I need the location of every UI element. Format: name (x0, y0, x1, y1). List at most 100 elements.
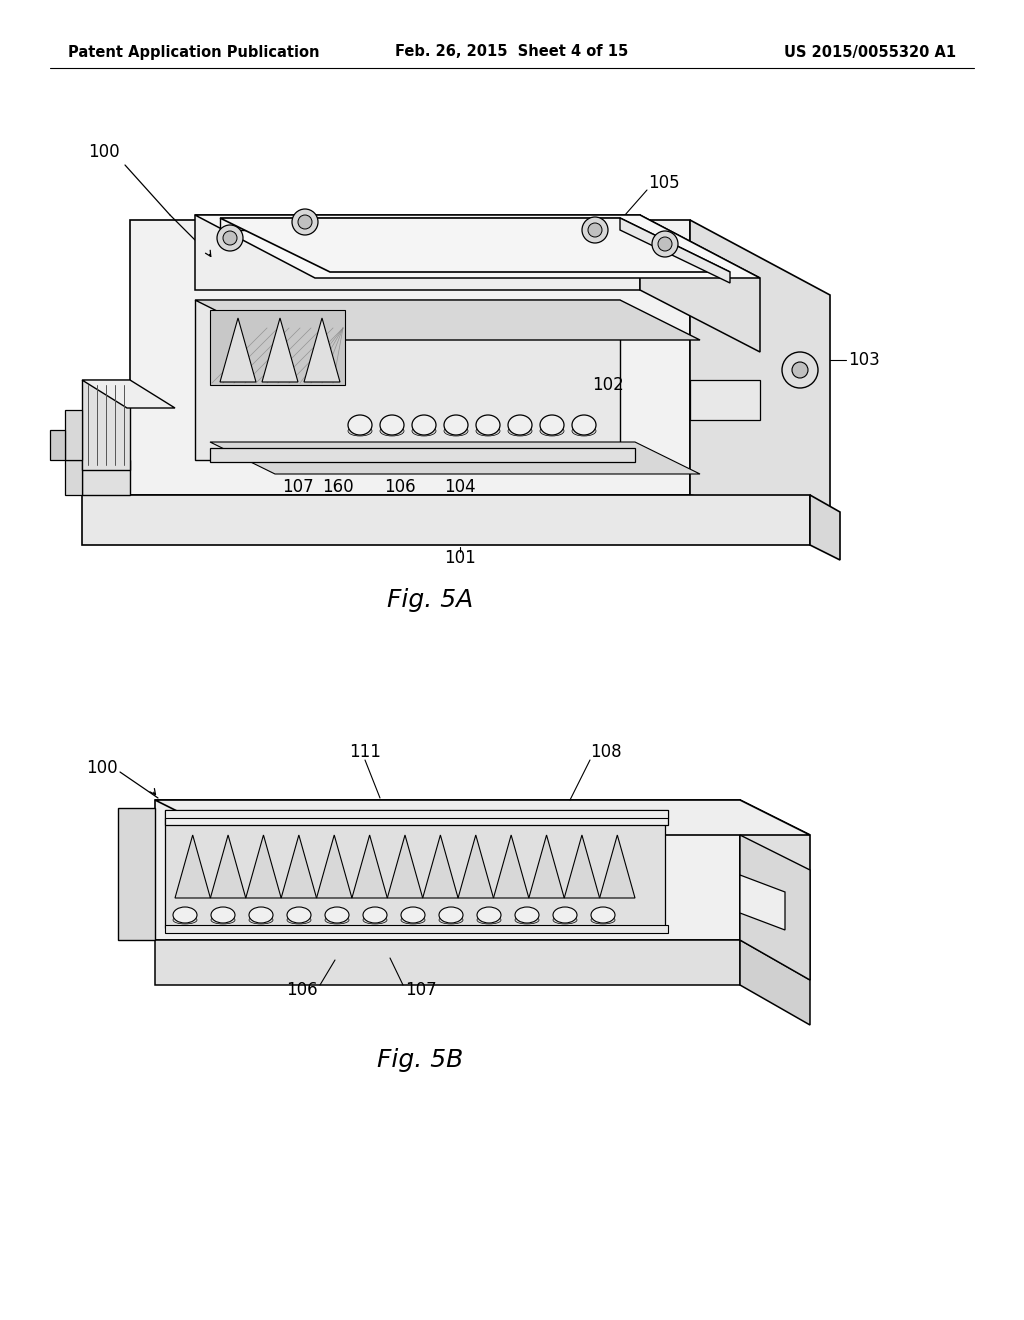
Polygon shape (118, 808, 155, 940)
Text: 104: 104 (444, 478, 476, 496)
Polygon shape (740, 940, 810, 1026)
Polygon shape (740, 800, 810, 979)
Text: 108: 108 (590, 743, 622, 762)
Ellipse shape (444, 426, 468, 436)
Ellipse shape (249, 916, 273, 924)
Ellipse shape (348, 414, 372, 436)
Polygon shape (165, 925, 668, 933)
Circle shape (298, 215, 312, 228)
Polygon shape (740, 836, 810, 979)
Ellipse shape (173, 907, 197, 923)
Ellipse shape (211, 907, 234, 923)
Ellipse shape (380, 426, 404, 436)
Ellipse shape (444, 414, 468, 436)
Ellipse shape (401, 916, 425, 924)
Polygon shape (165, 810, 668, 825)
Circle shape (223, 231, 237, 246)
Circle shape (658, 238, 672, 251)
Ellipse shape (287, 916, 311, 924)
Polygon shape (195, 300, 620, 459)
Ellipse shape (476, 414, 500, 436)
Text: 107: 107 (406, 981, 436, 999)
Polygon shape (155, 800, 810, 836)
Polygon shape (810, 495, 840, 560)
Polygon shape (210, 447, 635, 462)
Polygon shape (50, 430, 65, 459)
Circle shape (217, 224, 243, 251)
Polygon shape (316, 836, 352, 898)
Text: Fig. 5B: Fig. 5B (377, 1048, 463, 1072)
Polygon shape (220, 318, 256, 381)
Circle shape (782, 352, 818, 388)
Ellipse shape (477, 916, 501, 924)
Ellipse shape (380, 414, 404, 436)
Ellipse shape (572, 414, 596, 436)
Ellipse shape (362, 916, 387, 924)
Ellipse shape (553, 907, 577, 923)
Text: 160: 160 (323, 478, 354, 496)
Polygon shape (220, 218, 620, 230)
Polygon shape (175, 836, 210, 898)
Polygon shape (690, 220, 830, 520)
Ellipse shape (540, 414, 564, 436)
Polygon shape (82, 459, 130, 495)
Text: 111: 111 (349, 743, 381, 762)
Polygon shape (65, 459, 82, 495)
Text: 108: 108 (381, 256, 413, 275)
Text: 101: 101 (444, 549, 476, 568)
Ellipse shape (515, 916, 539, 924)
Ellipse shape (211, 916, 234, 924)
Polygon shape (165, 818, 665, 928)
Polygon shape (130, 220, 690, 495)
Polygon shape (564, 836, 600, 898)
Polygon shape (195, 300, 700, 341)
Polygon shape (620, 218, 730, 282)
Text: Feb. 26, 2015  Sheet 4 of 15: Feb. 26, 2015 Sheet 4 of 15 (395, 45, 629, 59)
Polygon shape (528, 836, 564, 898)
Polygon shape (387, 836, 423, 898)
Polygon shape (195, 215, 760, 279)
Ellipse shape (572, 426, 596, 436)
Polygon shape (210, 442, 700, 474)
Polygon shape (155, 800, 740, 940)
Ellipse shape (362, 907, 387, 923)
Ellipse shape (515, 907, 539, 923)
Text: 100: 100 (88, 143, 120, 161)
Polygon shape (690, 380, 760, 420)
Ellipse shape (508, 426, 532, 436)
Polygon shape (82, 380, 175, 408)
Text: 106: 106 (384, 478, 416, 496)
Circle shape (588, 223, 602, 238)
Ellipse shape (348, 426, 372, 436)
Text: 103: 103 (848, 351, 880, 370)
Ellipse shape (173, 916, 197, 924)
Circle shape (292, 209, 318, 235)
Polygon shape (210, 310, 345, 385)
Ellipse shape (439, 916, 463, 924)
Polygon shape (210, 836, 246, 898)
Polygon shape (165, 810, 668, 818)
Ellipse shape (249, 907, 273, 923)
Ellipse shape (439, 907, 463, 923)
Text: Patent Application Publication: Patent Application Publication (68, 45, 319, 59)
Polygon shape (423, 836, 458, 898)
Polygon shape (352, 836, 387, 898)
Ellipse shape (476, 426, 500, 436)
Ellipse shape (412, 414, 436, 436)
Ellipse shape (287, 907, 311, 923)
Ellipse shape (591, 916, 615, 924)
Polygon shape (195, 215, 640, 290)
Ellipse shape (591, 907, 615, 923)
Polygon shape (640, 215, 760, 352)
Ellipse shape (325, 916, 349, 924)
Circle shape (792, 362, 808, 378)
Text: US 2015/0055320 A1: US 2015/0055320 A1 (784, 45, 956, 59)
Circle shape (652, 231, 678, 257)
Ellipse shape (401, 907, 425, 923)
Text: 107: 107 (283, 478, 313, 496)
Text: 105: 105 (648, 174, 680, 191)
Polygon shape (155, 940, 740, 985)
Polygon shape (458, 836, 494, 898)
Ellipse shape (553, 916, 577, 924)
Polygon shape (246, 836, 282, 898)
